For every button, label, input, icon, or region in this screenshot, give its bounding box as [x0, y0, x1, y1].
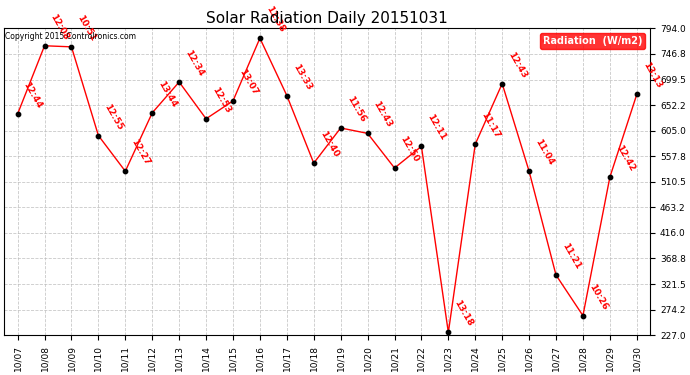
Legend: Radiation  (W/m2): Radiation (W/m2): [540, 33, 645, 49]
Point: [416, 143, 427, 149]
Text: 12:11: 12:11: [426, 113, 448, 142]
Point: [255, 35, 266, 41]
Text: 12:42: 12:42: [614, 144, 636, 173]
Text: 12:43: 12:43: [506, 50, 529, 80]
Point: [308, 160, 319, 166]
Text: 13:07: 13:07: [237, 68, 259, 97]
Text: 12:53: 12:53: [210, 86, 233, 115]
Text: Copyright 2015 Controlronics.com: Copyright 2015 Controlronics.com: [6, 32, 137, 40]
Text: 13:18: 13:18: [453, 299, 475, 328]
Text: 12:27: 12:27: [130, 138, 152, 167]
Point: [66, 44, 77, 50]
Text: 13:33: 13:33: [291, 62, 313, 92]
Point: [578, 313, 589, 319]
Text: 12:43: 12:43: [372, 100, 394, 129]
Text: 13:13: 13:13: [641, 61, 663, 90]
Point: [174, 79, 185, 85]
Point: [93, 132, 104, 138]
Point: [362, 130, 373, 136]
Point: [470, 141, 481, 147]
Text: 11:17: 11:17: [480, 111, 502, 140]
Point: [228, 98, 239, 104]
Point: [551, 272, 562, 278]
Point: [443, 329, 454, 335]
Point: [282, 93, 293, 99]
Text: 13:44: 13:44: [157, 79, 179, 109]
Point: [524, 168, 535, 174]
Point: [147, 110, 158, 116]
Text: 11:21: 11:21: [560, 242, 582, 271]
Text: 11:38: 11:38: [264, 5, 286, 34]
Text: 10:26: 10:26: [587, 282, 609, 312]
Text: 12:55: 12:55: [103, 102, 125, 131]
Text: 12:50: 12:50: [399, 135, 421, 164]
Text: 10:51: 10:51: [76, 13, 98, 43]
Point: [631, 92, 642, 98]
Point: [201, 116, 212, 122]
Text: 12:34: 12:34: [184, 48, 206, 78]
Point: [335, 125, 346, 131]
Point: [12, 111, 23, 117]
Text: 12:40: 12:40: [318, 130, 340, 159]
Text: 12:44: 12:44: [22, 80, 44, 110]
Point: [120, 168, 131, 174]
Title: Solar Radiation Daily 20151031: Solar Radiation Daily 20151031: [206, 11, 448, 26]
Text: 12:08: 12:08: [49, 12, 71, 42]
Point: [497, 81, 508, 87]
Point: [39, 43, 50, 49]
Point: [604, 174, 615, 180]
Text: 11:56: 11:56: [345, 94, 367, 124]
Point: [389, 165, 400, 171]
Text: 11:04: 11:04: [533, 138, 555, 167]
